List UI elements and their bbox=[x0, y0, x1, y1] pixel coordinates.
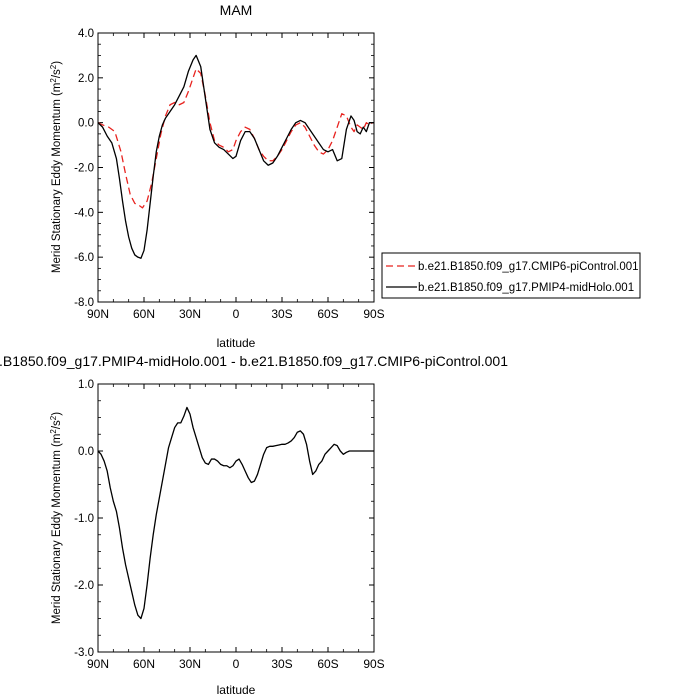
x-tick-label: 60N bbox=[133, 307, 155, 321]
bottom-x-axis-label: latitude bbox=[217, 683, 256, 697]
bottom-tick-marks bbox=[97, 383, 375, 653]
top-plot-frame bbox=[97, 32, 375, 303]
legend-label-picontrol: b.e21.B1850.f09_g17.CMIP6-piControl.001 bbox=[418, 261, 639, 273]
top-chart-panel: MAM 4.0 2.0 0.0 -2.0 -4.0 -6.0 -8.0 90N 60N 30N 0… bbox=[49, 2, 385, 350]
y-tick-label: 4.0 bbox=[78, 28, 94, 40]
bottom-plot-area bbox=[98, 406, 374, 620]
bottom-plot-frame bbox=[97, 383, 375, 653]
top-chart-title: MAM bbox=[220, 2, 253, 18]
y-tick-label: 0.0 bbox=[78, 118, 94, 130]
x-tick-label: 90S bbox=[363, 307, 384, 321]
legend: b.e21.B1850.f09_g17.CMIP6-piControl.001 … bbox=[381, 252, 641, 299]
y-tick-label: 0.0 bbox=[78, 446, 94, 458]
bottom-chart-title: b.e21.B1850.f09_g17.PMIP4-midHolo.001 - … bbox=[0, 353, 508, 369]
y-tick-label: -2.0 bbox=[74, 580, 94, 592]
series-line-2 bbox=[98, 54, 374, 259]
top-y-tick-labels: 4.0 2.0 0.0 -2.0 -4.0 -6.0 -8.0 bbox=[74, 28, 94, 309]
x-tick-label: 0 bbox=[233, 307, 240, 321]
y-tick-label: -8.0 bbox=[74, 297, 94, 309]
series-line-1 bbox=[98, 68, 374, 209]
x-tick-label: 60S bbox=[317, 307, 338, 321]
bottom-x-tick-labels: 90N 60N 30N 0 30S 60S 90S bbox=[87, 657, 385, 671]
x-tick-label: 30N bbox=[179, 307, 201, 321]
x-tick-label: 90S bbox=[363, 657, 384, 671]
bottom-y-tick-labels: 1.0 0.0 -1.0 -2.0 -3.0 bbox=[74, 379, 94, 659]
x-tick-label: 30S bbox=[271, 657, 292, 671]
y-tick-label: -3.0 bbox=[74, 647, 94, 659]
x-tick-label: 90N bbox=[87, 657, 109, 671]
legend-box bbox=[381, 252, 641, 299]
y-tick-label: 1.0 bbox=[78, 379, 94, 391]
y-tick-label: -6.0 bbox=[74, 252, 94, 264]
top-x-tick-labels: 90N 60N 30N 0 30S 60S 90S bbox=[87, 307, 385, 321]
x-tick-label: 90N bbox=[87, 307, 109, 321]
bottom-y-axis-label: Merid Stationary Eddy Momentum (m2/s2) bbox=[49, 412, 64, 624]
bottom-chart-panel: b.e21.B1850.f09_g17.PMIP4-midHolo.001 - … bbox=[0, 353, 508, 697]
top-x-axis-label: latitude bbox=[217, 336, 256, 350]
series-line-1 bbox=[98, 406, 374, 620]
legend-label-midholo: b.e21.B1850.f09_g17.PMIP4-midHolo.001 bbox=[418, 282, 634, 294]
top-plot-area bbox=[98, 54, 374, 259]
x-tick-label: 30N bbox=[179, 657, 201, 671]
y-tick-label: -2.0 bbox=[74, 163, 94, 175]
y-tick-label: 2.0 bbox=[78, 73, 94, 85]
x-tick-label: 0 bbox=[233, 657, 240, 671]
x-tick-label: 60N bbox=[133, 657, 155, 671]
y-tick-label: -1.0 bbox=[74, 513, 94, 525]
x-tick-label: 30S bbox=[271, 307, 292, 321]
top-y-axis-label: Merid Stationary Eddy Momentum (m2/s2) bbox=[49, 61, 64, 273]
x-tick-label: 60S bbox=[317, 657, 338, 671]
top-tick-marks bbox=[97, 32, 375, 303]
y-tick-label: -4.0 bbox=[74, 207, 94, 219]
